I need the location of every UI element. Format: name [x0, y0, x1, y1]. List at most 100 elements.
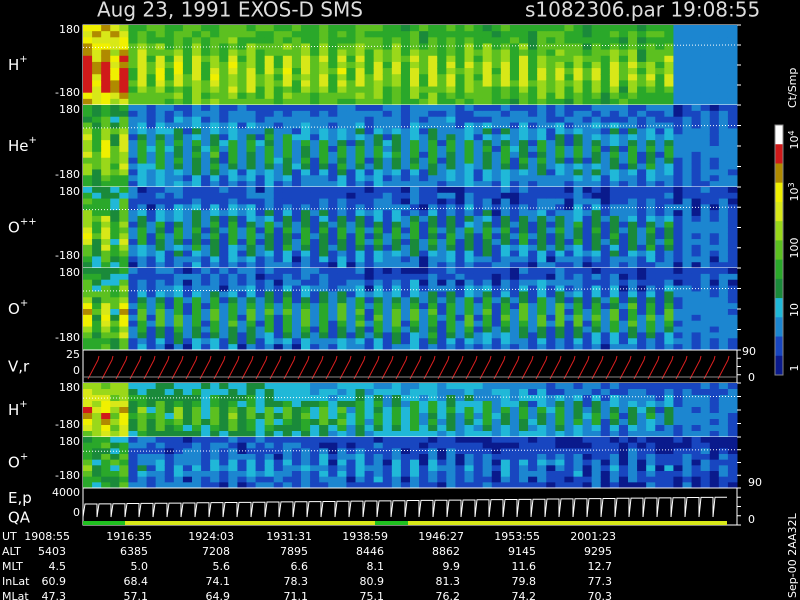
- spectrogram-cell: [355, 105, 366, 112]
- spectrogram-cell: [446, 215, 456, 223]
- spectrogram-cell: [101, 407, 111, 414]
- spectrogram-cell: [301, 140, 311, 147]
- spectrogram-cell: [83, 303, 93, 310]
- spectrogram-cell: [282, 25, 293, 32]
- spectrogram-cell: [92, 181, 102, 188]
- spectrogram-cell: [682, 227, 693, 234]
- spectrogram-cell: [382, 332, 393, 339]
- spectrogram-cell: [110, 268, 120, 275]
- spectrogram-cell: [119, 425, 129, 432]
- spectrogram-cell: [137, 163, 148, 170]
- spectrogram-cell: [655, 98, 665, 106]
- spectrogram-cell: [464, 303, 475, 310]
- spectrogram-cell: [319, 338, 329, 345]
- spectrogram-cell: [618, 61, 629, 69]
- spectrogram-cell: [237, 442, 247, 449]
- spectrogram-cell: [700, 285, 711, 292]
- spectrogram-cell: [92, 273, 102, 281]
- spectrogram-cell: [201, 338, 211, 345]
- spectrogram-cell: [582, 80, 593, 88]
- spectrogram-cell: [600, 128, 611, 135]
- spectrogram-cell: [628, 431, 638, 438]
- spectrogram-cell: [646, 116, 656, 124]
- spectrogram-cell: [219, 344, 229, 351]
- spectrogram-cell: [673, 92, 683, 100]
- spectrogram-cell: [310, 454, 320, 461]
- spectrogram-cell: [618, 268, 629, 275]
- spectrogram-cell: [282, 92, 293, 100]
- spectrogram-cell: [437, 221, 447, 228]
- spectrogram-cell: [682, 198, 693, 205]
- spectrogram-cell: [101, 413, 111, 420]
- spectrogram-cell: [637, 389, 647, 396]
- spectrogram-cell: [437, 187, 447, 194]
- spectrogram-cell: [400, 221, 411, 228]
- spectrogram-cell: [291, 61, 302, 69]
- spectrogram-cell: [673, 192, 683, 200]
- spectrogram-cell: [83, 291, 93, 298]
- spectrogram-cell: [282, 303, 293, 310]
- spectrogram-cell: [201, 86, 211, 94]
- spectrogram-cell: [382, 140, 393, 147]
- spectrogram-cell: [273, 227, 284, 234]
- spectrogram-cell: [528, 31, 538, 38]
- spectrogram-cell: [337, 128, 347, 135]
- spectrogram-cell: [128, 187, 138, 194]
- spectrogram-cell: [482, 122, 493, 129]
- spectrogram-cell: [246, 215, 257, 223]
- spectrogram-cell: [201, 262, 211, 269]
- spectrogram-cell: [455, 181, 465, 188]
- spectrogram-cell: [173, 128, 184, 135]
- spectrogram-cell: [646, 262, 656, 269]
- spectrogram-cell: [201, 61, 211, 69]
- spectrogram-cell: [182, 285, 193, 292]
- spectrogram-cell: [564, 68, 574, 75]
- spectrogram-cell: [609, 74, 620, 81]
- spectrogram-cell: [337, 273, 347, 281]
- spectrogram-cell: [355, 37, 366, 44]
- spectrogram-cell: [164, 273, 175, 281]
- spectrogram-cell: [437, 344, 447, 351]
- spectrogram-cell: [410, 175, 420, 182]
- spectrogram-cell: [600, 215, 611, 223]
- spectrogram-cell: [618, 413, 629, 420]
- spectrogram-cell: [437, 61, 447, 69]
- spectrogram-cell: [464, 395, 475, 402]
- spectrogram-cell: [228, 187, 238, 194]
- spectrogram-cell: [673, 279, 683, 287]
- spectrogram-cell: [310, 476, 320, 483]
- spectrogram-cell: [564, 61, 574, 69]
- spectrogram-cell: [282, 471, 293, 478]
- spectrogram-cell: [310, 395, 320, 402]
- spectrogram-cell: [110, 43, 120, 51]
- spectrogram-cell: [591, 227, 602, 234]
- spectrogram-cell: [437, 233, 447, 240]
- spectrogram-cell: [473, 419, 484, 426]
- spectrogram-cell: [92, 389, 102, 396]
- spectrogram-cell: [509, 151, 520, 159]
- spectrogram-cell: [301, 157, 311, 165]
- spectrogram-cell: [210, 437, 220, 444]
- spectrogram-cell: [237, 146, 247, 153]
- spectrogram-cell: [700, 244, 711, 252]
- spectrogram-cell: [464, 338, 475, 345]
- spectrogram-cell: [92, 262, 102, 269]
- spectrogram-cell: [301, 268, 311, 275]
- spectrogram-cell: [600, 175, 611, 182]
- spectrogram-cell: [219, 419, 229, 426]
- spectrogram-cell: [210, 465, 220, 472]
- spectrogram-cell: [164, 215, 175, 223]
- spectrogram-cell: [319, 268, 329, 275]
- spectrogram-cell: [83, 122, 93, 129]
- spectrogram-cell: [355, 157, 366, 165]
- spectrogram-cell: [655, 116, 665, 124]
- spectrogram-cell: [137, 181, 148, 188]
- spectrogram-cell: [237, 401, 247, 408]
- spectrogram-cell: [618, 256, 629, 263]
- spectrogram-cell: [609, 157, 620, 165]
- spectrogram-cell: [664, 419, 674, 426]
- spectrogram-cell: [637, 215, 647, 223]
- spectrogram-cell: [628, 383, 638, 390]
- spectrogram-cell: [255, 105, 266, 112]
- spectrogram-cell: [219, 262, 229, 269]
